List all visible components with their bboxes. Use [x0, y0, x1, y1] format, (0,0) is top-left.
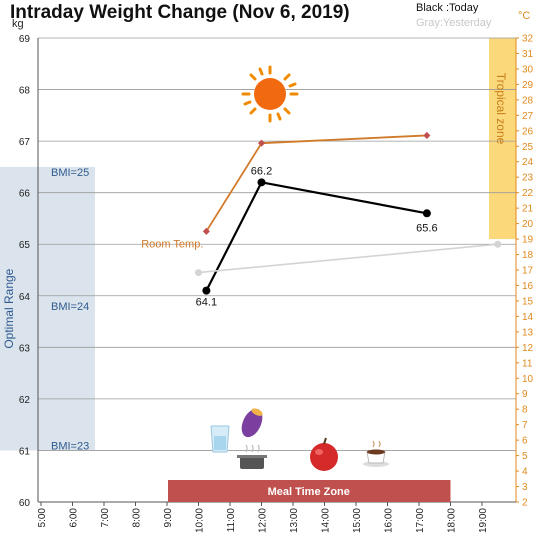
y-left-tick-label: 69 [19, 34, 31, 45]
x-tick-label: 17:00 [415, 508, 426, 533]
meal-time-zone-label: Meal Time Zone [268, 486, 350, 498]
y-left-tick-label: 62 [19, 395, 31, 406]
today-point [422, 209, 431, 218]
y-right-tick-label: 30 [522, 64, 534, 75]
optimal-range-label: Optimal Range [2, 268, 16, 348]
y-right-tick-label: 14 [522, 312, 534, 323]
y-right-tick-label: 12 [522, 343, 534, 354]
y-right-tick-label: 5 [522, 451, 528, 462]
x-tick-label: 14:00 [321, 508, 332, 533]
chart-title: Intraday Weight Change (Nov 6, 2019) [10, 2, 350, 23]
y-left-tick-label: 68 [19, 86, 31, 97]
yesterday-point [195, 269, 202, 277]
y-right-tick-label: 9 [522, 389, 528, 400]
bmi-label: BMI=23 [51, 440, 89, 452]
y-right-tick-label: 10 [522, 374, 534, 385]
y-right-tick-label: 22 [522, 188, 534, 199]
tropical-zone-band [489, 38, 516, 240]
y-right-tick-label: 8 [522, 405, 528, 416]
x-tick-label: 18:00 [447, 508, 458, 533]
y-left-tick-label: 66 [19, 189, 31, 200]
sun-icon [241, 65, 299, 123]
y-right-tick-labels: 2345678910111213141516171819202122232425… [516, 34, 534, 509]
legend-today: Black :Today [416, 2, 479, 14]
y-right-tick-label: 32 [522, 34, 534, 45]
y-left-tick-label: 61 [19, 446, 31, 457]
apple-icon [310, 437, 338, 471]
y-right-tick-label: 16 [522, 281, 534, 292]
y-right-tick-label: 3 [522, 482, 528, 493]
x-tick-label: 8:00 [132, 508, 143, 528]
legend-yesterday: Gray:Yesterday [416, 17, 492, 29]
y-right-tick-label: 31 [522, 49, 534, 60]
data-label: 64.1 [196, 297, 217, 309]
series-line-yesterday [198, 243, 498, 274]
x-tick-label: 10:00 [195, 508, 206, 533]
x-tick-label: 19:00 [478, 508, 489, 533]
y-right-tick-label: 2 [522, 498, 528, 509]
series-layer: 64.1 66.2 65.6 [195, 131, 502, 309]
water-glass-icon [210, 425, 230, 453]
y-left-tick-label: 64 [19, 292, 31, 303]
room-temp-label: Room Temp. [141, 238, 203, 250]
y-right-tick-label: 27 [522, 111, 534, 122]
y-right-tick-label: 20 [522, 219, 534, 230]
data-label: 65.6 [416, 222, 437, 234]
bmi-labels: BMI=25 BMI=24 BMI=23 [51, 167, 89, 452]
y-right-tick-label: 19 [522, 235, 534, 246]
data-label: 66.2 [251, 165, 272, 177]
series-line-room-temp [205, 134, 427, 232]
y-right-tick-label: 24 [522, 157, 534, 168]
coffee-cup-icon [363, 440, 389, 467]
sweet-potato-icon [241, 408, 263, 438]
y-right-tick-label: 11 [522, 358, 533, 369]
gridlines [38, 37, 516, 503]
y-right-tick-label: 13 [522, 327, 534, 338]
y-right-tick-label: 6 [522, 436, 528, 447]
y-left-tick-label: 63 [19, 343, 31, 354]
x-tick-label: 11:00 [226, 508, 237, 533]
optimal-range-band [0, 166, 95, 451]
room-temp-point [257, 139, 266, 147]
today-point [202, 286, 211, 295]
y-right-tick-label: 17 [522, 266, 534, 277]
y-right-tick-label: 25 [522, 142, 534, 153]
y-right-tick-label: 26 [522, 126, 534, 137]
x-tick-label: 13:00 [289, 508, 300, 533]
series-line-today [205, 181, 428, 292]
x-tick-label: 15:00 [352, 508, 363, 533]
y-right-tick-label: 4 [522, 467, 528, 478]
today-point [257, 178, 266, 187]
x-tick-label: 7:00 [100, 508, 111, 528]
x-tick-label: 9:00 [163, 508, 174, 528]
bmi-label: BMI=25 [51, 167, 89, 179]
y-right-tick-label: 23 [522, 173, 534, 184]
y-right-unit: °C [518, 10, 530, 22]
x-tick-label: 16:00 [384, 508, 395, 533]
room-temp-point [423, 131, 431, 139]
x-tick-labels: 5:00 6:00 7:00 8:00 9:00 10:00 11:00 12:00 13:00… [37, 502, 489, 533]
x-tick-label: 12:00 [258, 508, 269, 533]
y-left-unit: kg [12, 18, 24, 30]
bmi-label: BMI=24 [51, 301, 89, 313]
room-temp-point [202, 227, 210, 235]
cooking-pot-icon [237, 444, 267, 469]
x-tick-label: 5:00 [37, 508, 48, 528]
y-left-tick-label: 65 [19, 240, 31, 251]
y-right-tick-label: 7 [522, 420, 528, 431]
y-left-tick-label: 67 [19, 137, 31, 148]
y-right-tick-label: 29 [522, 80, 534, 91]
y-right-tick-label: 28 [522, 95, 534, 106]
y-right-tick-label: 18 [522, 250, 534, 261]
yesterday-point [494, 240, 502, 248]
tropical-zone-label: Tropical zone [494, 73, 508, 145]
y-right-tick-label: 15 [522, 296, 534, 307]
x-tick-label: 6:00 [69, 508, 80, 528]
y-right-tick-label: 21 [522, 204, 534, 215]
y-left-tick-label: 60 [19, 498, 31, 509]
meal-time-zone-bar [168, 480, 451, 502]
y-left-tick-labels: 60 61 62 63 64 65 66 67 68 69 [19, 34, 31, 509]
